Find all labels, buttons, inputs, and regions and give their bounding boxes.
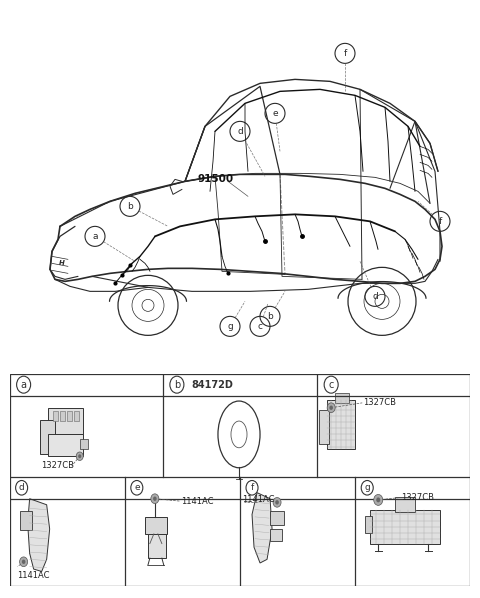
Text: 84172D: 84172D: [191, 380, 233, 390]
Circle shape: [273, 498, 281, 507]
Text: 1141AC: 1141AC: [242, 495, 275, 504]
Circle shape: [374, 495, 383, 505]
Text: b: b: [267, 312, 273, 321]
Bar: [20, 511, 32, 530]
Circle shape: [327, 403, 335, 413]
Bar: [60, 411, 65, 421]
Circle shape: [151, 494, 159, 504]
Circle shape: [275, 500, 279, 505]
Bar: [148, 534, 166, 558]
Text: a: a: [92, 232, 98, 241]
Circle shape: [76, 452, 83, 460]
Bar: [48, 408, 83, 434]
Text: 1327CB: 1327CB: [401, 493, 434, 502]
Text: 1141AC: 1141AC: [181, 496, 214, 506]
Bar: [67, 411, 72, 421]
Text: b: b: [174, 380, 180, 390]
Circle shape: [78, 454, 81, 458]
Text: c: c: [257, 322, 263, 331]
Text: f: f: [251, 483, 253, 492]
Text: f: f: [438, 217, 442, 226]
Text: 91500: 91500: [197, 175, 233, 184]
Text: e: e: [134, 483, 140, 492]
Text: f: f: [343, 49, 347, 58]
Text: g: g: [364, 483, 370, 492]
Bar: [319, 410, 329, 444]
Text: 1327CB: 1327CB: [41, 462, 74, 471]
Text: g: g: [227, 322, 233, 331]
Text: d: d: [237, 127, 243, 136]
Bar: [395, 498, 415, 512]
Bar: [335, 393, 349, 403]
Bar: [74, 411, 79, 421]
Bar: [145, 517, 167, 534]
Circle shape: [22, 560, 25, 564]
Polygon shape: [28, 499, 49, 572]
Text: d: d: [19, 483, 24, 492]
Bar: [80, 440, 88, 449]
Bar: [53, 411, 58, 421]
Bar: [370, 509, 440, 544]
Circle shape: [376, 498, 380, 502]
Bar: [270, 529, 282, 541]
Text: a: a: [21, 380, 26, 390]
Text: 1141AC: 1141AC: [17, 572, 49, 581]
Text: d: d: [372, 292, 378, 301]
Polygon shape: [252, 493, 272, 563]
Circle shape: [153, 496, 156, 501]
Circle shape: [20, 557, 28, 567]
Text: H: H: [59, 260, 65, 266]
Text: b: b: [127, 202, 133, 211]
Text: e: e: [272, 109, 278, 118]
Bar: [48, 434, 83, 456]
Bar: [40, 420, 55, 454]
Bar: [365, 515, 372, 533]
Bar: [327, 401, 355, 449]
Bar: [270, 511, 284, 526]
Text: c: c: [328, 380, 334, 390]
Circle shape: [329, 405, 333, 410]
Text: 1327CB: 1327CB: [363, 398, 396, 407]
